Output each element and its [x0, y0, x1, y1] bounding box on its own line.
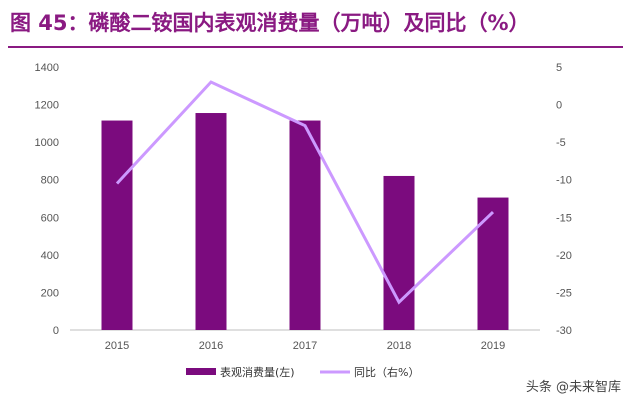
axes: 0 200 400 600 800 1000 1200 1400 -30 -25 -20 -15 -10…	[35, 62, 572, 352]
bar	[101, 120, 133, 331]
x-tick-label: 2019	[481, 340, 505, 352]
y-left-tick-label: 200	[41, 287, 59, 299]
y-left-tick-label: 0	[53, 325, 59, 337]
y-right-tick-label: 5	[556, 62, 562, 74]
x-tick-label: 2015	[105, 340, 129, 352]
y-right-tick-label: 0	[556, 100, 562, 112]
y-right-tick-label: -30	[556, 325, 572, 337]
line-path	[115, 80, 495, 305]
bar	[383, 175, 415, 330]
x-tick-label: 2017	[293, 340, 317, 352]
y-right-tick-label: -25	[556, 287, 572, 299]
bar	[289, 120, 321, 331]
legend-line-label: 同比（右%）	[354, 365, 419, 379]
x-tick-label: 2018	[387, 340, 411, 352]
y-left-tick-label: 1000	[35, 137, 59, 149]
y-left-tick-label: 1200	[35, 100, 59, 112]
watermark: 头条 @未来智库	[525, 380, 621, 395]
x-tick-label: 2016	[199, 340, 223, 352]
bar	[195, 113, 227, 331]
y-left-tick-label: 800	[41, 175, 59, 187]
y-left-tick-label: 1400	[35, 62, 59, 74]
y-right-tick-label: -15	[556, 212, 572, 224]
legend-bar-swatch	[186, 368, 216, 375]
legend-bar-label: 表观消费量(左)	[220, 365, 295, 379]
title-rule	[8, 46, 623, 48]
y-right-tick-label: -10	[556, 175, 572, 187]
y-right-tick-label: -5	[556, 137, 566, 149]
bar-series	[101, 113, 509, 331]
line-series	[115, 80, 495, 305]
y-right-tick-label: -20	[556, 250, 572, 262]
bar	[477, 197, 509, 330]
y-left-tick-label: 400	[41, 250, 59, 262]
legend: 表观消费量(左) 同比（右%）	[186, 365, 419, 379]
y-left-tick-label: 600	[41, 212, 59, 224]
chart-title: 图 45：磷酸二铵国内表观消费量（万吨）及同比（%）	[10, 11, 530, 35]
